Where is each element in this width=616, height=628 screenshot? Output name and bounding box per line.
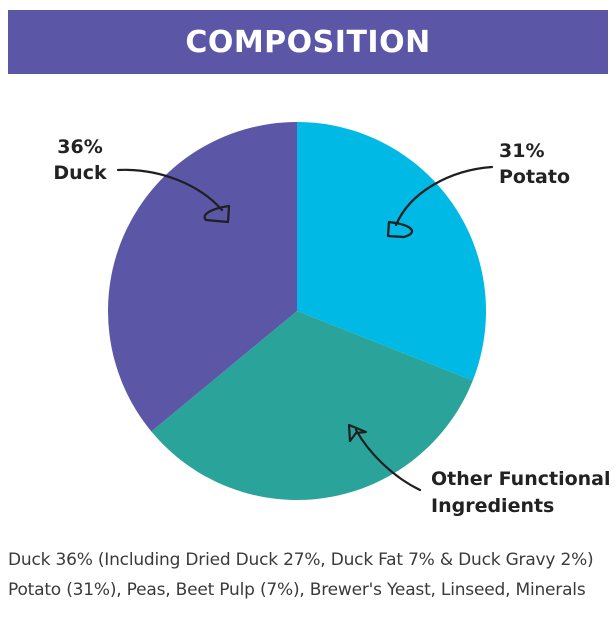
pie-slice-duck bbox=[107, 121, 297, 432]
pie-slice-potato bbox=[297, 122, 487, 381]
potato-name-label: Potato bbox=[499, 166, 570, 188]
composition-footnote-line1: Duck 36% (Including Dried Duck 27%, Duck… bbox=[8, 550, 594, 570]
pie-slices bbox=[107, 121, 487, 501]
duck-name-label: Duck bbox=[53, 162, 107, 184]
duck-callout-arrow bbox=[116, 168, 224, 212]
duck-callout-arrowhead bbox=[203, 204, 231, 224]
other-line1-label: Other Functional bbox=[431, 468, 611, 490]
potato-callout-arrow bbox=[394, 165, 494, 227]
duck-percent-label: 36% bbox=[57, 136, 102, 158]
other-callout-arrow bbox=[354, 428, 422, 492]
composition-banner: COMPOSITION bbox=[8, 10, 608, 74]
other-line2-label: Ingredients bbox=[431, 495, 554, 517]
potato-percent-label: 31% bbox=[499, 140, 544, 162]
page-title: COMPOSITION bbox=[185, 24, 431, 60]
potato-callout-arrowhead bbox=[386, 220, 414, 239]
composition-footnote-line2: Potato (31%), Peas, Beet Pulp (7%), Brew… bbox=[8, 580, 586, 600]
pie-slice-other-functional-ingredients bbox=[151, 311, 473, 501]
other-callout-arrowhead bbox=[347, 423, 368, 443]
